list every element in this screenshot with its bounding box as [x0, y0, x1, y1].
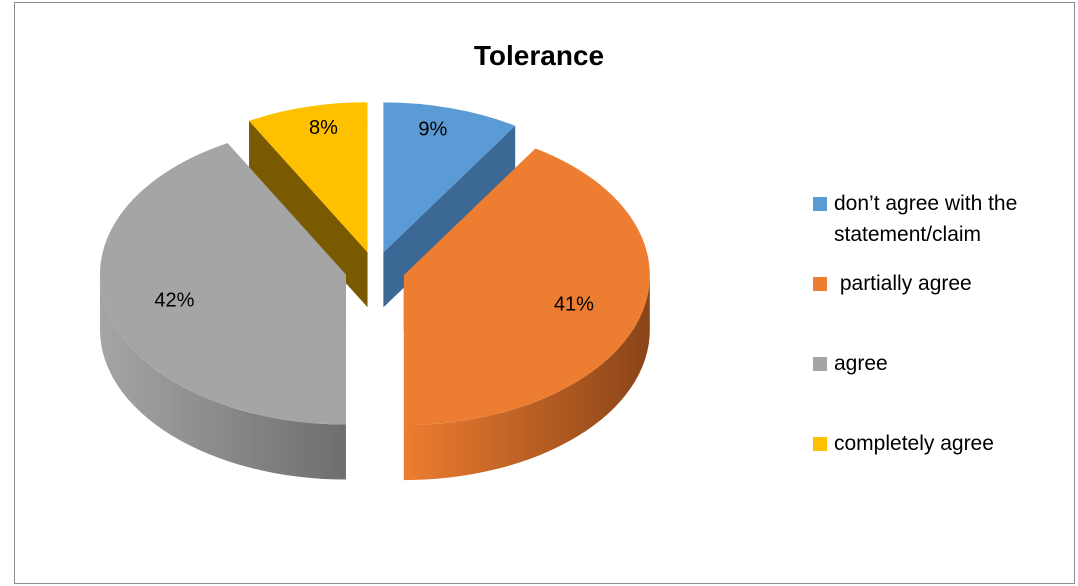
- slice-agree: [99, 143, 346, 480]
- data-label-completely-agree: 8%: [309, 117, 338, 139]
- legend-swatch-completely-agree: [813, 437, 827, 451]
- legend-label-completely-agree: completely agree: [834, 432, 994, 455]
- legend-label-dont-agree-line1: don’t agree with the: [834, 192, 1018, 215]
- slice-wall-dont-agree-1: [383, 125, 516, 308]
- slice-top-completely-agree: [249, 102, 368, 253]
- legend-swatch-agree: [813, 357, 827, 371]
- chart-title: Tolerance: [473, 40, 605, 71]
- legend-label-dont-agree: don’t agree with the statement/claim: [834, 188, 1017, 250]
- slice-top-partially-agree: [403, 148, 650, 426]
- data-label-agree: 42%: [154, 290, 194, 312]
- legend-label-agree: agree: [834, 352, 888, 375]
- data-label-partially-agree: 41%: [554, 294, 594, 316]
- legend-item-completely-agree: completely agree: [813, 428, 994, 459]
- legend-swatch-partially-agree: [813, 277, 827, 291]
- legend-item-agree: agree: [813, 348, 888, 379]
- slice-rim-partially-agree: [403, 275, 650, 481]
- slice-rim-agree: [99, 274, 346, 480]
- slice-completely-agree: [249, 102, 368, 308]
- legend-item-dont-agree: don’t agree with the statement/claim: [813, 188, 1017, 250]
- legend-swatch-dont-agree: [813, 197, 827, 211]
- slice-partially-agree: [403, 148, 650, 481]
- data-label-dont-agree: 9%: [418, 118, 447, 140]
- slice-top-agree: [99, 143, 346, 425]
- legend-label-dont-agree-line2: statement/claim: [834, 223, 982, 246]
- slice-top-dont-agree: [383, 102, 516, 253]
- slice-wall-completely-agree-0: [249, 120, 368, 308]
- legend-label-partially-agree: partially agree: [834, 272, 972, 295]
- slice-dont-agree: [383, 102, 516, 308]
- legend-item-partially-agree: partially agree: [813, 268, 972, 299]
